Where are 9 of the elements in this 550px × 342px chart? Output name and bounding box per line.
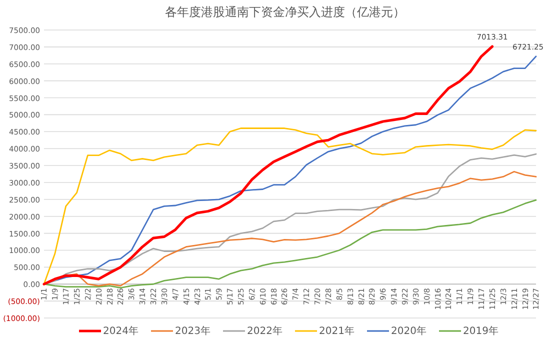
legend-label: 2022年 [247,325,282,337]
line-series [43,128,537,285]
legend-label: 2023年 [175,325,210,337]
legend-label: 2020年 [391,325,426,337]
legend-label: 2024年 [103,325,138,337]
chart-title: 各年度港股通南下资金净买入进度（亿港元） [165,5,405,19]
legend-label: 2021年 [319,325,354,337]
legend-label: 2019年 [463,325,498,337]
line-series [43,199,537,289]
